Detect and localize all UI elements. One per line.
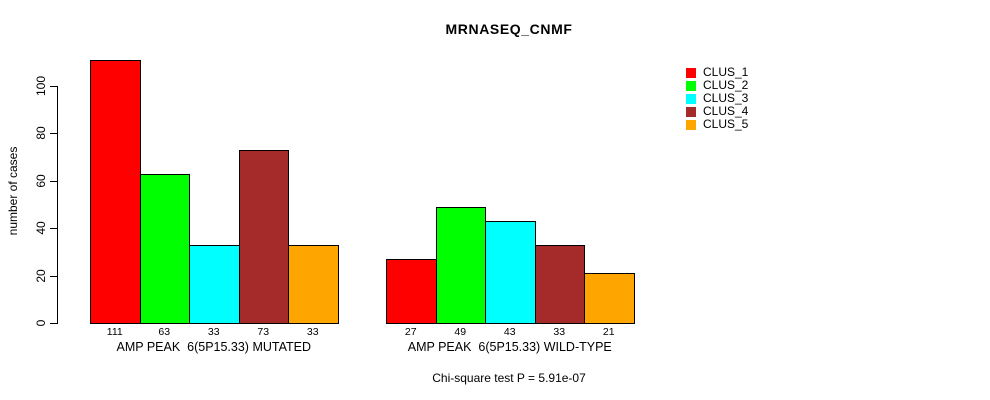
y-tick	[50, 181, 57, 182]
bar-value-label: 33	[306, 326, 319, 338]
y-tick-label: 100	[34, 75, 48, 97]
bar-clus_1-group2	[386, 259, 437, 324]
legend-label: CLUS_4	[703, 104, 749, 118]
bar-clus_1-group1	[90, 60, 141, 324]
y-tick-label: 80	[34, 126, 48, 140]
bar-value-label: 43	[503, 326, 516, 338]
bar-clus_2-group1	[140, 174, 190, 324]
chi-square-annotation: Chi-square test P = 5.91e-07	[432, 371, 586, 385]
legend-label: CLUS_5	[703, 117, 749, 131]
bar-value-label: 111	[106, 326, 123, 338]
legend-label: CLUS_3	[703, 91, 749, 105]
legend-item: CLUS_4	[686, 105, 748, 118]
legend-swatch-clus_1	[686, 67, 696, 78]
legend-item: CLUS_5	[686, 118, 748, 131]
bar-clus_2-group2	[436, 207, 486, 324]
bar-value-label: 21	[602, 326, 615, 338]
legend-label: CLUS_2	[703, 78, 749, 92]
group-label: AMP PEAK 6(5P15.33) WILD-TYPE	[407, 340, 612, 354]
legend-item: CLUS_3	[686, 92, 748, 105]
y-tick	[50, 133, 57, 134]
bar-clus_3-group2	[485, 221, 536, 324]
y-axis-label: number of cases	[6, 146, 20, 236]
legend-swatch-clus_5	[686, 119, 696, 130]
bar-value-label: 49	[454, 326, 467, 338]
legend-swatch-clus_4	[686, 106, 696, 117]
bar-value-label: 73	[257, 326, 270, 338]
bar-clus_5-group2	[584, 273, 635, 324]
y-tick-label: 40	[34, 221, 48, 235]
bar-value-label: 33	[207, 326, 220, 338]
bar-value-label: 27	[404, 326, 417, 338]
y-tick-label: 0	[34, 319, 48, 327]
legend-swatch-clus_3	[686, 93, 696, 104]
bar-clus_3-group1	[189, 245, 240, 324]
legend-label: CLUS_1	[703, 65, 749, 79]
bar-value-label: 63	[158, 326, 171, 338]
legend-item: CLUS_2	[686, 79, 748, 92]
y-axis-line	[57, 86, 58, 324]
legend: CLUS_1 CLUS_2 CLUS_3 CLUS_4 CLUS_5	[686, 66, 748, 131]
y-tick	[50, 323, 57, 324]
chart-title: MRNASEQ_CNMF	[445, 21, 573, 37]
y-tick	[50, 276, 57, 277]
legend-item: CLUS_1	[686, 66, 748, 79]
group-label: AMP PEAK 6(5P15.33) MUTATED	[116, 340, 312, 354]
bar-value-label: 33	[553, 326, 566, 338]
y-tick	[50, 228, 57, 229]
y-tick	[50, 86, 57, 87]
bar-clus_5-group1	[288, 245, 339, 324]
bar-clus_4-group1	[239, 150, 289, 324]
bar-clus_4-group2	[535, 245, 585, 324]
y-tick-label: 60	[34, 174, 48, 188]
y-tick-label: 20	[34, 269, 48, 283]
legend-swatch-clus_2	[686, 80, 696, 91]
